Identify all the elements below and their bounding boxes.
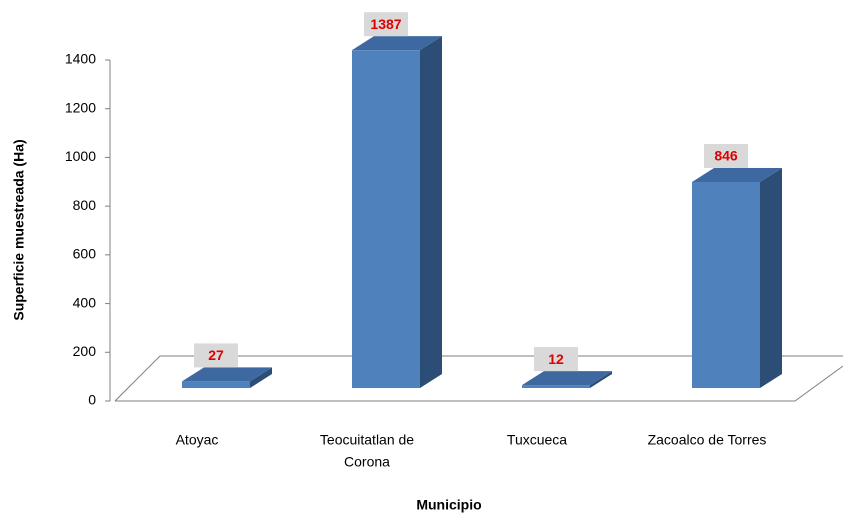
y-axis-title: Superficie muestreada (Ha) — [11, 139, 27, 320]
y-tick-label: 1000 — [65, 148, 96, 164]
x-tick-label: Teocuitatlan de — [320, 432, 414, 448]
y-tick-label: 1400 — [65, 51, 96, 67]
value-label-box — [194, 343, 238, 368]
x-axis-title: Municipio — [416, 497, 481, 513]
bar-top — [692, 167, 782, 182]
value-label: 12 — [548, 351, 564, 367]
y-tick-label: 800 — [73, 197, 97, 213]
bar — [692, 167, 782, 388]
y-tick-label: 200 — [73, 343, 97, 359]
value-label-box — [704, 143, 748, 168]
y-tick-label: 600 — [73, 246, 97, 262]
bar-front — [692, 181, 760, 388]
bar-front — [182, 381, 250, 388]
x-tick-label: Corona — [344, 454, 390, 470]
bar-front — [352, 50, 420, 388]
floor-front — [115, 365, 843, 402]
y-tick-label: 0 — [88, 392, 96, 408]
value-label: 27 — [208, 347, 224, 363]
bar-top — [182, 367, 272, 382]
floor — [114, 355, 843, 402]
y-tick-label: 1200 — [65, 99, 96, 115]
value-label-box — [364, 12, 408, 37]
bar — [352, 36, 442, 388]
bar-side — [590, 371, 612, 388]
bar-front — [522, 385, 590, 388]
bar-side — [420, 36, 442, 388]
x-tick-label: Tuxcueca — [507, 432, 567, 448]
bar-side — [250, 367, 272, 388]
x-tick-label: Zacoalco de Torres — [648, 432, 767, 448]
bar — [522, 371, 612, 388]
x-tick-label: Atoyac — [176, 432, 219, 448]
value-label-box — [534, 347, 578, 372]
bar-side — [760, 167, 782, 388]
y-tick-label: 400 — [73, 294, 97, 310]
bar-top — [352, 36, 442, 51]
bar-top — [522, 371, 612, 386]
value-label: 846 — [714, 148, 738, 164]
bar — [182, 367, 272, 388]
value-label: 1387 — [370, 16, 401, 32]
